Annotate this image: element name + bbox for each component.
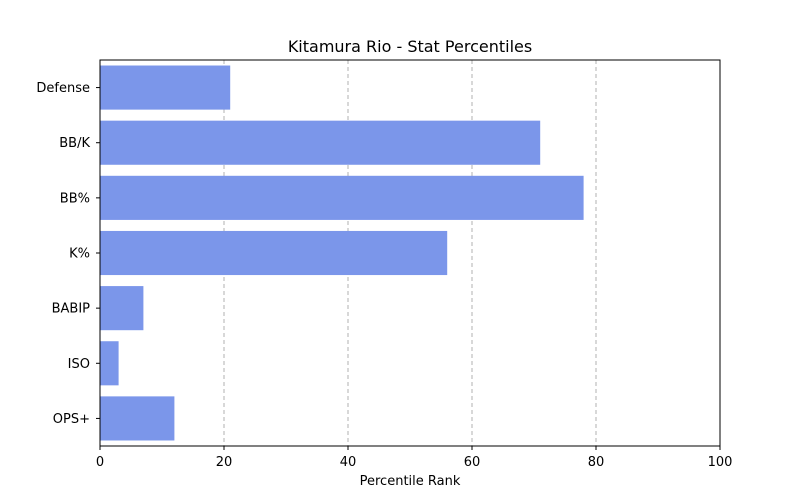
x-axis-label: Percentile Rank <box>360 474 461 489</box>
bar-defense <box>100 65 231 110</box>
y-tick-label: OPS+ <box>53 412 90 427</box>
bar-bb- <box>100 175 584 220</box>
y-tick-label: BB/K <box>59 136 90 151</box>
x-tick-label-40: 40 <box>340 455 357 470</box>
bar-ops- <box>100 396 175 441</box>
x-tick-label-60: 60 <box>464 455 481 470</box>
chart-title: Kitamura Rio - Stat Percentiles <box>288 37 532 56</box>
x-tick-label-20: 20 <box>216 455 233 470</box>
bars <box>100 65 584 441</box>
x-axis-ticks: 0 20 40 60 80 100 <box>96 446 733 470</box>
bar-babip <box>100 286 144 331</box>
bar-k- <box>100 230 448 276</box>
bar-iso <box>100 341 119 386</box>
y-tick-label: BB% <box>60 191 90 206</box>
y-tick-label: ISO <box>68 357 90 372</box>
y-tick-label: Defense <box>36 81 90 96</box>
x-tick-label-100: 100 <box>708 455 733 470</box>
y-axis-ticks: OPS+ ISO BABIP K% BB% BB/K Defense <box>36 81 100 427</box>
bar-bb-k <box>100 120 541 165</box>
x-tick-label-80: 80 <box>588 455 605 470</box>
x-tick-label-0: 0 <box>96 455 104 470</box>
y-tick-label: BABIP <box>52 302 91 317</box>
y-tick-label: K% <box>69 247 90 262</box>
